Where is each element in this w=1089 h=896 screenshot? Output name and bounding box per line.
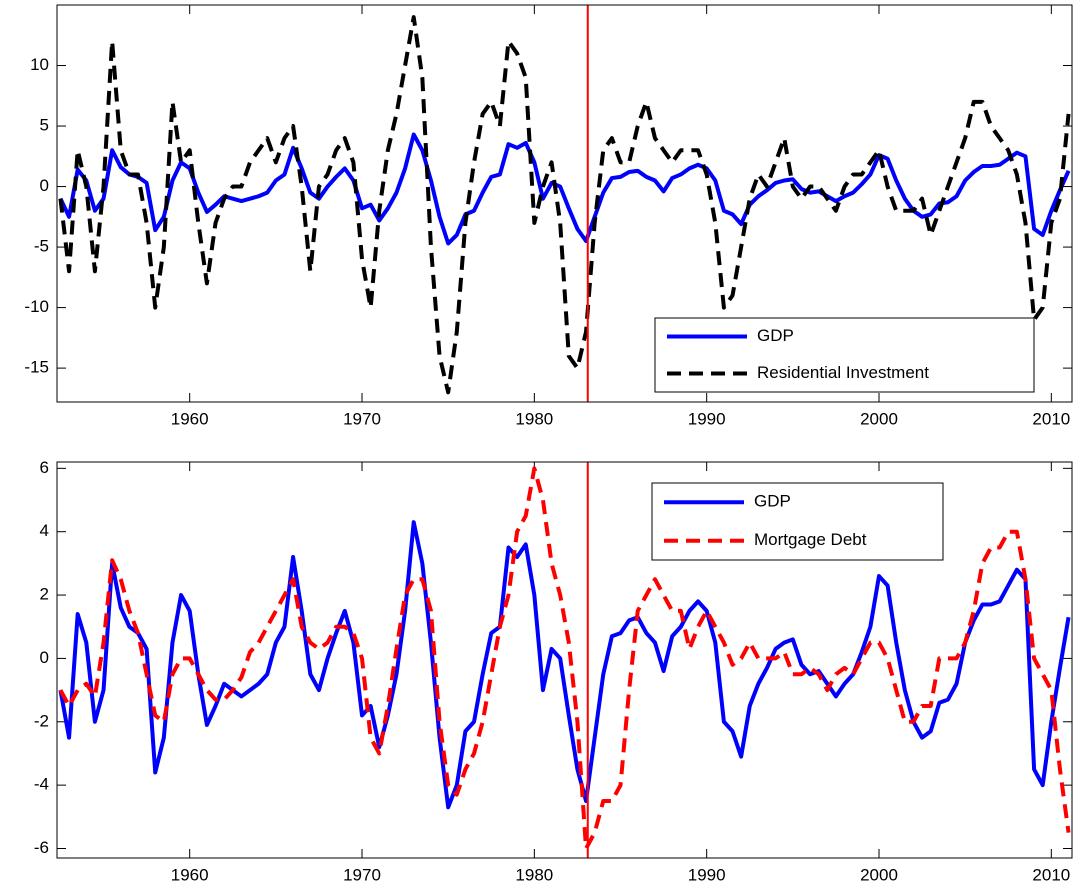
legend-label: GDP xyxy=(754,492,791,511)
x-tick-label: 1980 xyxy=(515,865,553,884)
x-tick-label: 1990 xyxy=(688,409,726,428)
y-tick-label: 5 xyxy=(40,116,49,135)
legend: GDP Residential Investment xyxy=(654,317,1035,393)
series-group xyxy=(58,15,1071,395)
series-line xyxy=(58,15,1071,395)
y-tick-label: -10 xyxy=(24,297,49,316)
x-tick-label: 1960 xyxy=(171,865,209,884)
legend-box xyxy=(654,317,1035,393)
legend-label: Mortgage Debt xyxy=(754,530,867,549)
y-tick-label: -4 xyxy=(34,775,49,794)
x-tick-label: 2000 xyxy=(860,865,898,884)
x-tick-label: 2000 xyxy=(860,409,898,428)
series-group xyxy=(58,466,1071,851)
legend-label: GDP xyxy=(757,326,794,345)
panel: -15 -10 -5 0 5 10 1960 1970 1980 1990 2000 2010 GDP R… xyxy=(24,4,1073,428)
y-tick-label: -2 xyxy=(34,711,49,730)
y-tick-label: 4 xyxy=(40,521,49,540)
y-tick-label: 2 xyxy=(40,585,49,604)
y-tick-label: 10 xyxy=(30,55,49,74)
series-line xyxy=(58,520,1071,810)
x-tick-label: 1960 xyxy=(171,409,209,428)
panel: -6 -4 -2 0 2 4 6 1960 1970 1980 1990 2000 2010 GDP Mor… xyxy=(34,458,1073,884)
series-line xyxy=(58,466,1071,851)
x-tick-label: 1980 xyxy=(515,409,553,428)
x-tick-label: 1970 xyxy=(343,409,381,428)
y-tick-label: -5 xyxy=(34,237,49,256)
series-line xyxy=(58,132,1071,246)
y-tick-label: 6 xyxy=(40,458,49,477)
y-tick-label: 0 xyxy=(40,648,49,667)
legend-label: Residential Investment xyxy=(757,363,929,382)
y-tick-label: -6 xyxy=(34,838,49,857)
x-tick-label: 1970 xyxy=(343,865,381,884)
y-tick-label: -15 xyxy=(24,358,49,377)
plot-frame xyxy=(56,4,1073,403)
x-tick-label: 1990 xyxy=(688,865,726,884)
legend: GDP Mortgage Debt xyxy=(651,482,944,561)
x-tick-label: 2010 xyxy=(1032,409,1070,428)
y-tick-label: 0 xyxy=(40,176,49,195)
plot-frame xyxy=(56,461,1073,859)
legend-box xyxy=(651,482,944,561)
x-tick-label: 2010 xyxy=(1032,865,1070,884)
